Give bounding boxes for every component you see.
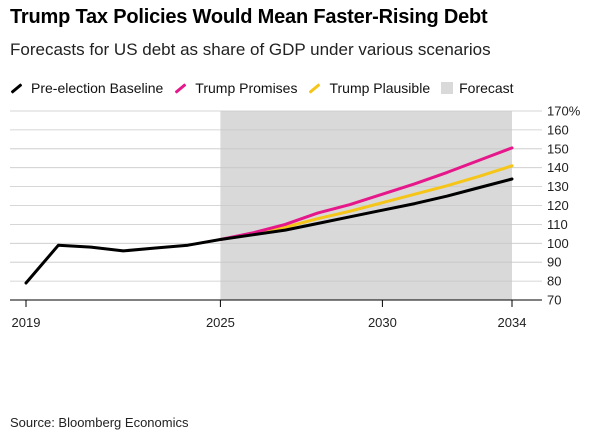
legend-label-plausible: Trump Plausible [329,80,431,96]
y-tick-label: 130 [547,179,569,194]
legend-label-forecast: Forecast [459,80,514,96]
x-tick-label: 2034 [498,315,527,330]
legend-label-baseline: Pre-election Baseline [31,80,164,96]
x-tick-label: 2025 [206,315,235,330]
legend-item-promises: Trump Promises [174,80,297,96]
y-tick-label: 90 [547,255,561,270]
series-line-baseline [24,177,514,285]
y-tick-label: 100 [547,236,569,251]
legend-item-forecast: Forecast [441,80,514,96]
legend-label-promises: Trump Promises [195,80,298,96]
chart-title: Trump Tax Policies Would Mean Faster-Ris… [10,6,488,28]
series-line-plausible [218,164,514,241]
series-line-promises [218,146,514,241]
y-tick-label: 110 [547,217,568,232]
x-tick-label: 2019 [12,315,41,330]
legend: Pre-election Baseline Trump Promises Tru… [10,80,525,96]
y-tick-label: 160 [547,122,569,137]
y-tick-label: 170% [547,104,581,119]
y-tick-label: 70 [547,293,561,308]
legend-swatch-forecast [441,82,454,94]
y-tick-label: 150 [547,141,569,156]
y-tick-label: 120 [547,198,569,213]
legend-item-baseline: Pre-election Baseline [10,80,163,96]
x-tick-label: 2030 [368,315,397,330]
chart-subtitle: Forecasts for US debt as share of GDP un… [10,40,491,59]
y-tick-label: 140 [547,160,569,175]
y-tick-label: 80 [547,274,561,289]
legend-item-plausible: Trump Plausible [308,80,430,96]
source-note: Source: Bloomberg Economics [10,415,189,430]
